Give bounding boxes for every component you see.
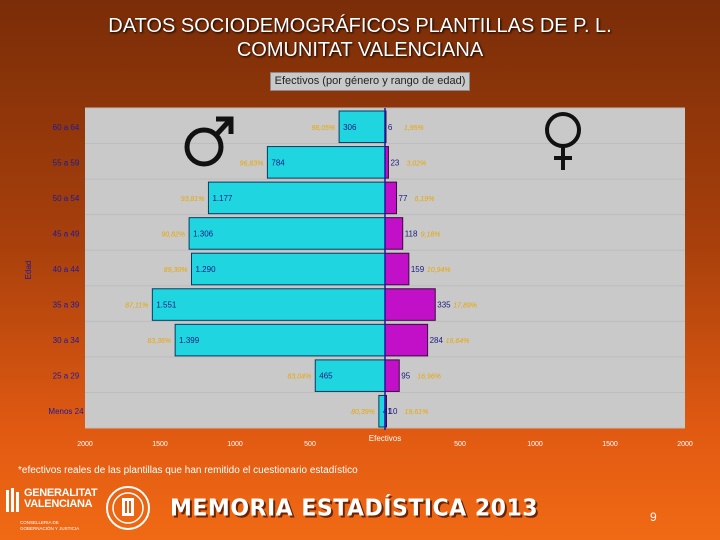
category-label: 60 a 64	[53, 123, 80, 132]
female-pct-label: 16,96%	[417, 374, 441, 381]
x-tick-label: 1000	[227, 441, 243, 448]
female-symbol-icon	[545, 112, 581, 170]
female-value-label: 284	[430, 336, 444, 345]
seal-icon	[106, 486, 150, 530]
x-tick-label: 2000	[677, 441, 693, 448]
male-symbol-icon	[184, 116, 234, 167]
female-pct-label: 17,89%	[453, 303, 477, 310]
bars	[151, 110, 436, 428]
female-value-label: 95	[401, 372, 410, 381]
data-labels: 306 98,05% 6 1,95% 784 96,83% 23 3,02% 1.177 93,8…	[125, 123, 477, 416]
title-line-2: COMUNITAT VALENCIANA	[236, 39, 484, 61]
female-value-label: 159	[411, 265, 425, 274]
bar-female	[384, 359, 400, 392]
x-tick-label: 500	[454, 441, 466, 448]
bar-male	[151, 288, 386, 321]
x-tick-label: 2000	[77, 441, 93, 448]
category-label: 40 a 44	[53, 265, 80, 274]
male-pct-label: 96,83%	[240, 160, 264, 167]
bar-female	[384, 181, 398, 215]
male-value-label: 1.399	[179, 336, 200, 345]
category-label: 35 a 39	[53, 301, 80, 310]
female-pct-label: 16,64%	[446, 338, 470, 345]
female-pct-label: 6,19%	[415, 196, 435, 203]
bar-female	[384, 323, 429, 357]
female-pct-label: 3,02%	[406, 160, 426, 167]
memoria-banner: MEMORIA ESTADÍSTICA 2013	[170, 495, 539, 522]
male-pct-label: 87,11%	[125, 303, 148, 310]
bar-male	[266, 146, 386, 179]
title-line-1: DATOS SOCIODEMOGRÁFICOS PLANTILLAS DE P.…	[108, 15, 612, 37]
female-value-label: 10	[389, 407, 398, 416]
category-label: 45 a 49	[53, 229, 80, 238]
x-tick-label: 1500	[152, 441, 168, 448]
male-value-label: 1.551	[156, 301, 177, 310]
female-pct-label: 19,61%	[405, 409, 429, 416]
bar-male	[207, 181, 386, 215]
bar-female	[384, 217, 404, 250]
bar-male	[191, 252, 386, 286]
page-number: 9	[650, 510, 657, 524]
male-pct-label: 98,05%	[311, 125, 335, 132]
x-tick-label: 500	[304, 441, 316, 448]
female-value-label: 118	[405, 229, 418, 238]
category-label: 30 a 34	[53, 336, 80, 345]
male-pct-label: 80,39%	[351, 409, 375, 416]
bar-female	[384, 288, 436, 321]
male-pct-label: 90,82%	[161, 231, 185, 238]
category-label: 55 a 59	[53, 158, 80, 167]
bar-female	[384, 252, 410, 286]
bar-male	[188, 217, 386, 250]
population-pyramid-chart: 306 98,05% 6 1,95% 784 96,83% 23 3,02% 1.177 93,8…	[24, 107, 693, 448]
male-value-label: 1.306	[193, 229, 214, 238]
axes: 60 a 64 55 a 59 50 a 54 45 a 49 40 a 44 35 a …	[48, 108, 693, 448]
male-value-label: 1.177	[212, 194, 233, 203]
female-pct-label: 10,94%	[427, 267, 451, 274]
generalitat-logo-icon	[6, 488, 19, 512]
bar-male	[314, 359, 386, 392]
female-pct-label: 1,95%	[404, 125, 424, 132]
footnote: *efectivos reales de las plantillas que …	[18, 465, 358, 476]
slide-title: DATOS SOCIODEMOGRÁFICOS PLANTILLAS DE P.…	[0, 14, 720, 62]
male-value-label: 784	[271, 158, 285, 167]
bar-male	[174, 323, 386, 357]
male-value-label: 465	[319, 372, 333, 381]
chart-title: Efectivos (por género y rango de edad)	[270, 72, 470, 91]
category-label: 50 a 54	[53, 194, 80, 203]
female-value-label: 6	[388, 123, 393, 132]
y-axis-label: Edad	[24, 261, 33, 280]
category-label: Menos 24	[48, 407, 84, 416]
male-value-label: 306	[343, 123, 357, 132]
logo-text: GENERALITAT VALENCIANA	[24, 487, 98, 510]
female-pct-label: 9,18%	[421, 231, 441, 238]
logo-subtext: CONSELLERIA DE GOBERNACIÓN Y JUSTICIA	[20, 520, 80, 531]
x-tick-label: 1500	[602, 441, 618, 448]
female-value-label: 23	[390, 158, 399, 167]
male-pct-label: 89,30%	[164, 267, 188, 274]
male-value-label: 41	[383, 407, 392, 416]
female-value-label: 77	[399, 194, 408, 203]
bar-male	[338, 110, 386, 144]
female-value-label: 335	[437, 301, 451, 310]
x-tick-label: 1000	[527, 441, 543, 448]
male-pct-label: 83,04%	[288, 374, 312, 381]
male-pct-label: 93,81%	[181, 196, 205, 203]
male-value-label: 1.290	[196, 265, 217, 274]
male-pct-label: 83,36%	[147, 338, 171, 345]
category-label: 25 a 29	[53, 372, 80, 381]
x-axis-label: Efectivos	[369, 434, 401, 443]
